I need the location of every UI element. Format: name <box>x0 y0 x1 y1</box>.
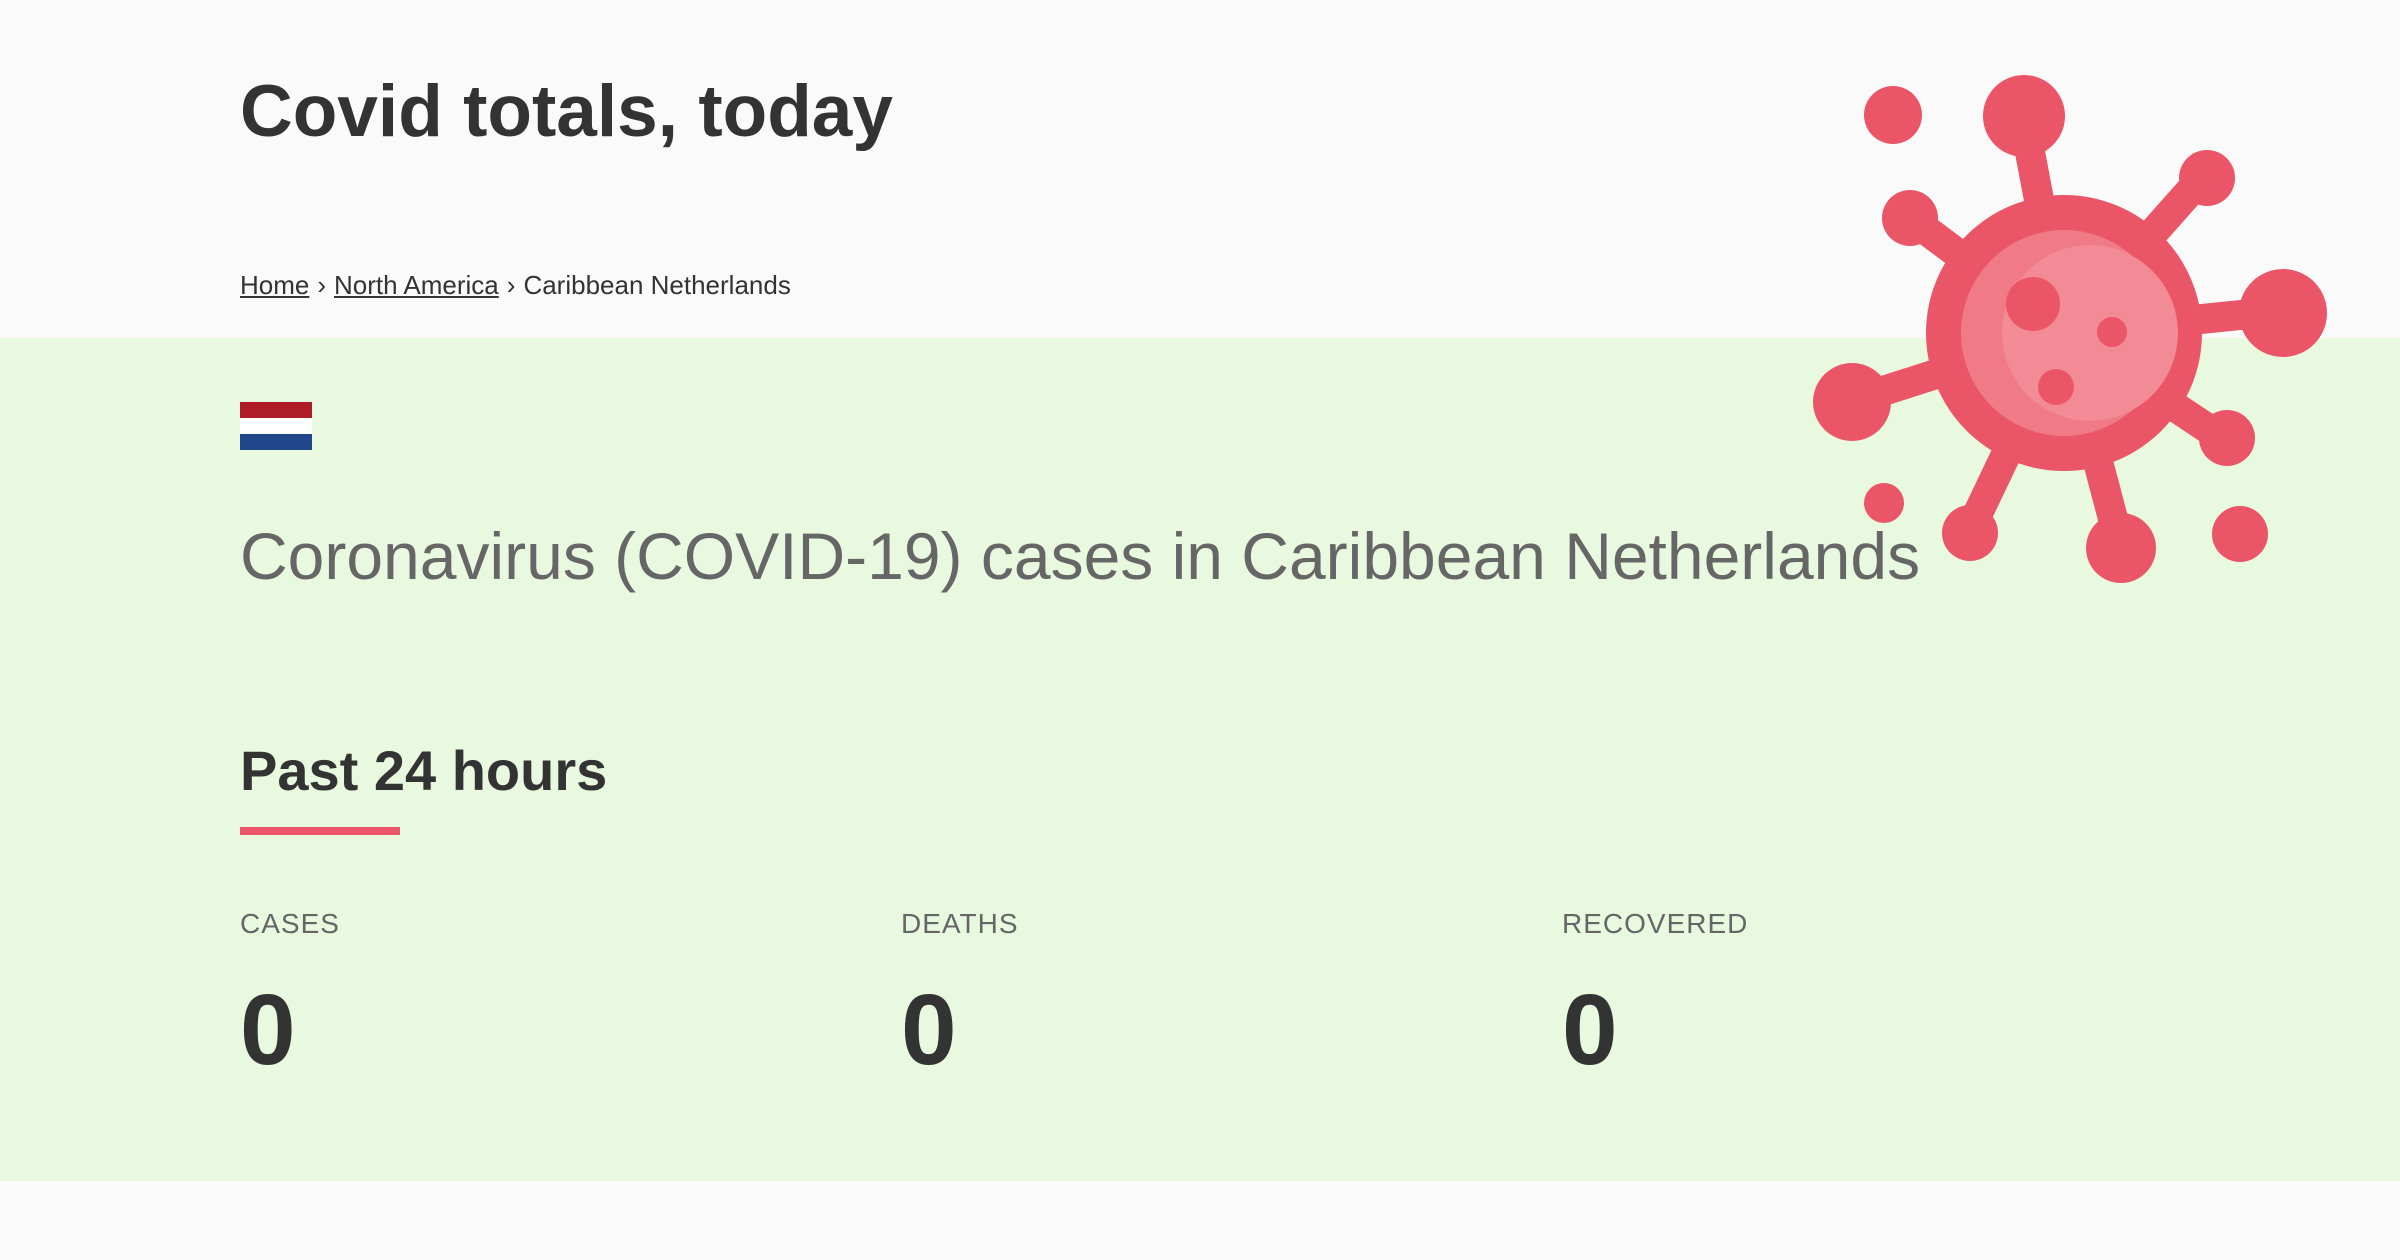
breadcrumb-home-link[interactable]: Home <box>240 270 310 300</box>
breadcrumb-separator: › <box>506 270 516 300</box>
breadcrumb-current: Caribbean Netherlands <box>523 270 791 300</box>
recovered-label: RECOVERED <box>1562 908 1749 939</box>
deaths-stat: DEATHS 0 <box>901 908 1501 1080</box>
breadcrumb-region-link[interactable]: North America <box>334 270 499 300</box>
recovered-stat: RECOVERED 0 <box>1562 908 2162 1080</box>
cases-label: CASES <box>240 908 340 939</box>
virus-icon <box>1813 75 2327 583</box>
recovered-value: 0 <box>1562 974 1618 1086</box>
deaths-value: 0 <box>901 974 957 1086</box>
past-24-hours-title: Past 24 hours <box>240 739 608 802</box>
section-underline <box>240 827 400 835</box>
cases-stat: CASES 0 <box>240 908 840 1080</box>
cases-value: 0 <box>240 974 296 1086</box>
breadcrumb-separator: › <box>317 270 327 300</box>
country-heading: Coronavirus (COVID-19) cases in Caribbea… <box>240 519 1921 593</box>
site-title: Covid totals, today <box>240 71 894 152</box>
netherlands-flag-icon <box>240 402 312 450</box>
breadcrumb: Home › North America › Caribbean Netherlands <box>240 270 791 301</box>
page-header: Covid totals, today Home › North America › C… <box>0 0 2400 338</box>
deaths-label: DEATHS <box>901 908 1019 939</box>
